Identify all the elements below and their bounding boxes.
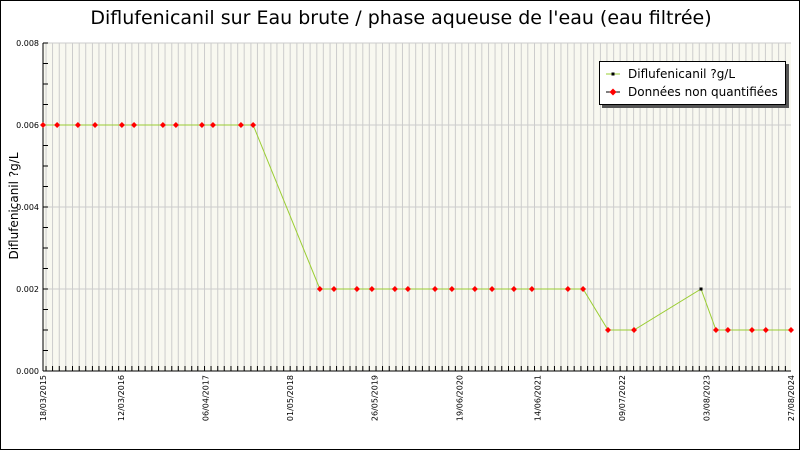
x-tick-label: 19/06/2020	[455, 375, 464, 421]
y-tick-label: 0.004	[16, 203, 39, 212]
chart-title: Diflufenicanil sur Eau brute / phase aqu…	[90, 7, 712, 29]
y-tick-label: 0.008	[16, 39, 39, 48]
data-point-non-quantified	[131, 122, 138, 128]
data-point-non-quantified	[330, 286, 337, 292]
data-point-non-quantified	[353, 286, 360, 292]
data-point-non-quantified	[118, 122, 125, 128]
legend-label: Données non quantifiées	[628, 85, 778, 99]
data-point-non-quantified	[631, 327, 638, 333]
data-point-non-quantified	[250, 122, 257, 128]
data-point-non-quantified	[471, 286, 478, 292]
x-tick-label: 09/07/2022	[618, 375, 627, 421]
legend-item-non-quantified: Données non quantifiées	[606, 84, 778, 100]
data-point-non-quantified	[724, 327, 731, 333]
data-point-non-quantified	[431, 286, 438, 292]
data-point-non-quantified	[528, 286, 535, 292]
legend-marker-red-icon	[606, 88, 620, 96]
legend-marker-black-icon	[606, 72, 620, 76]
x-tick-label: 26/05/2019	[371, 375, 380, 421]
data-point-non-quantified	[404, 286, 411, 292]
data-point-non-quantified	[489, 286, 496, 292]
x-tick-label: 06/04/2017	[202, 375, 211, 421]
data-point-non-quantified	[237, 122, 244, 128]
x-tick-label: 01/05/2018	[286, 375, 295, 421]
data-point-non-quantified	[368, 286, 375, 292]
data-point-non-quantified	[580, 286, 587, 292]
x-tick-label: 27/08/2024	[787, 375, 796, 421]
data-point-non-quantified	[448, 286, 455, 292]
data-point-non-quantified	[172, 122, 179, 128]
series-line	[43, 124, 791, 331]
data-point-non-quantified	[316, 286, 323, 292]
y-tick-label: 0.006	[16, 121, 39, 130]
x-tick-label: 14/06/2021	[533, 375, 542, 421]
data-point-non-quantified	[762, 327, 769, 333]
data-point-non-quantified	[198, 122, 205, 128]
data-point-non-quantified	[209, 122, 216, 128]
data-point-non-quantified	[510, 286, 517, 292]
data-point-non-quantified	[54, 122, 61, 128]
data-point-quantified	[699, 287, 703, 291]
x-tick-label: 12/03/2016	[117, 375, 126, 421]
data-point-non-quantified	[788, 327, 794, 333]
legend: Diflufenicanil ?g/L Données non quantifi…	[599, 61, 786, 105]
y-tick-label: 0.000	[16, 367, 39, 376]
data-point-non-quantified	[564, 286, 571, 292]
data-point-non-quantified	[605, 327, 612, 333]
data-point-non-quantified	[159, 122, 166, 128]
data-point-non-quantified	[748, 327, 755, 333]
x-tick-label: 18/03/2015	[39, 375, 48, 421]
data-point-non-quantified	[92, 122, 99, 128]
data-point-non-quantified	[391, 286, 398, 292]
x-tick-label: 03/08/2023	[702, 375, 711, 421]
data-point-non-quantified	[712, 327, 719, 333]
legend-label: Diflufenicanil ?g/L	[628, 67, 736, 81]
data-point-non-quantified	[40, 122, 46, 128]
y-tick-label: 0.002	[16, 285, 39, 294]
data-point-non-quantified	[74, 122, 81, 128]
legend-item-quantified: Diflufenicanil ?g/L	[606, 66, 735, 82]
